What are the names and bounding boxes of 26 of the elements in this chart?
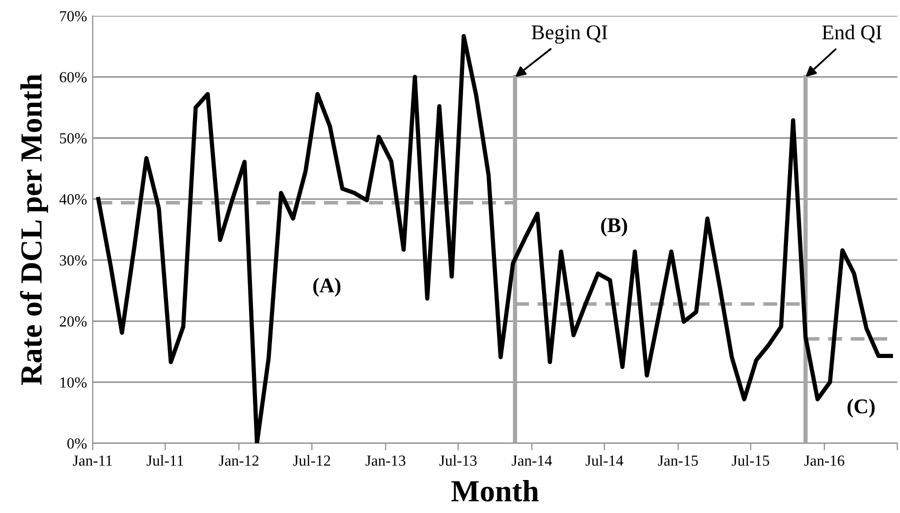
x-tick-label: Jul-12 <box>293 455 330 466</box>
x-tick-label: Jan-14 <box>512 456 552 466</box>
annotation: (A) <box>313 278 340 297</box>
x-axis-title: Month <box>451 480 539 502</box>
annotation: End QI <box>822 24 882 43</box>
x-tick-label: Jul-13 <box>439 455 477 466</box>
x-tick-label: Jan-13 <box>366 456 406 466</box>
y-tick-label: 40% <box>59 194 87 205</box>
y-tick-label: 20% <box>60 316 87 327</box>
y-axis-title: Rate of DCL per Month <box>20 74 48 385</box>
x-tick-label: Jan-15 <box>658 456 698 466</box>
y-tick-label: 50% <box>60 133 87 144</box>
x-tick-label: Jan-16 <box>804 456 844 466</box>
y-tick-label: 70% <box>60 11 87 22</box>
x-tick-label: Jul-14 <box>586 455 624 466</box>
x-tick-label: Jul-15 <box>732 455 770 466</box>
y-tick-label: 10% <box>60 377 87 388</box>
annotation: (B) <box>601 218 628 236</box>
annotation: Begin QI <box>532 25 608 44</box>
y-tick-label: 0% <box>67 438 87 449</box>
y-tick-label: 30% <box>60 255 87 266</box>
x-tick-label: Jan-12 <box>218 456 258 466</box>
x-tick-label: Jul-11 <box>146 455 184 466</box>
x-tick-label: Jan-11 <box>72 456 112 466</box>
annotation: (C) <box>848 398 875 418</box>
y-tick-label: 60% <box>60 72 87 82</box>
